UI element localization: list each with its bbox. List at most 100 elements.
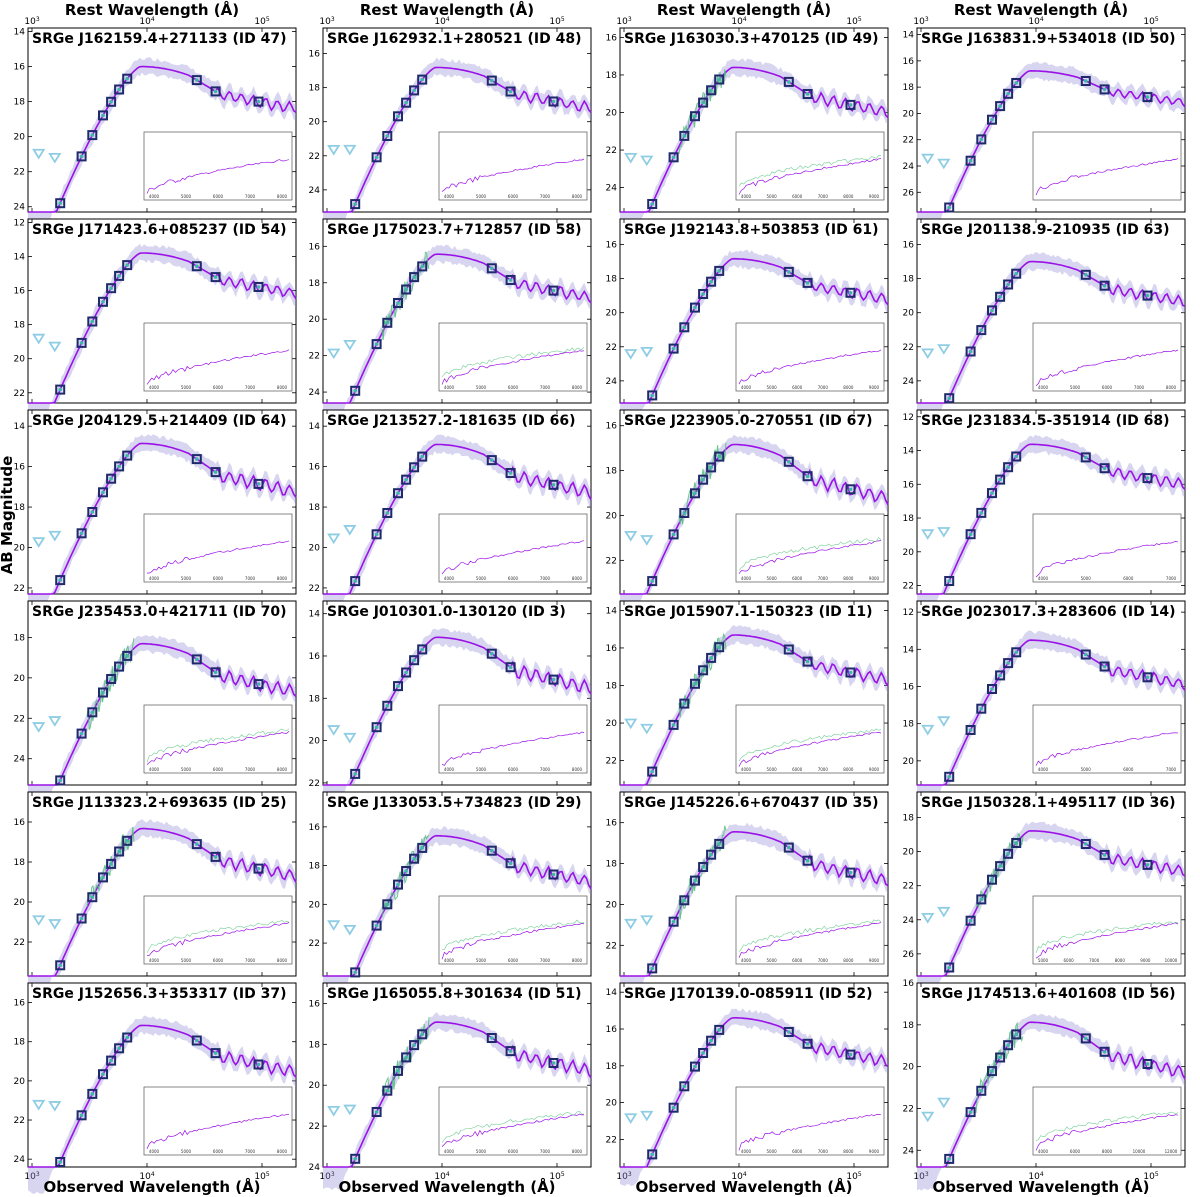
model-photometry bbox=[490, 651, 494, 656]
photometry-point bbox=[679, 322, 690, 333]
photometry-point bbox=[486, 75, 497, 86]
inset-x-tick-label: 8000 bbox=[572, 576, 583, 581]
model-photometry bbox=[1006, 92, 1010, 96]
photometry-point bbox=[55, 575, 66, 586]
inset-x-tick-label: 8000 bbox=[277, 1149, 288, 1154]
photometry-point bbox=[698, 289, 709, 299]
inset-x-tick-label: 7000 bbox=[245, 958, 256, 963]
inset-x-tick-label: 9000 bbox=[869, 576, 880, 581]
inset-x-tick-label: 4000 bbox=[1038, 576, 1049, 581]
x-tick-label: 105 bbox=[254, 16, 269, 28]
photometry-point bbox=[944, 771, 955, 782]
model-sed-line bbox=[917, 829, 1186, 977]
model-photometry bbox=[805, 659, 810, 664]
model-uncertainty-band bbox=[620, 434, 888, 613]
photometry-point bbox=[382, 508, 393, 518]
upper-limit-marker bbox=[48, 530, 62, 542]
model-photometry bbox=[101, 300, 105, 304]
upper-limit-marker bbox=[48, 1101, 62, 1112]
y-tick-label: 20 bbox=[903, 548, 915, 558]
inset-spectrum-line bbox=[441, 158, 585, 192]
inset-observed-spectrum bbox=[441, 919, 585, 951]
photometry-point bbox=[783, 456, 794, 467]
photometry-point bbox=[106, 283, 117, 294]
model-photometry bbox=[947, 205, 951, 210]
sed-panel: 16 18 20 22 24 103 104 105 SRGe J163030.3+470125… bbox=[606, 16, 889, 236]
inset-spectrum-frame bbox=[1032, 704, 1182, 774]
inset-spectrum-line bbox=[146, 540, 290, 574]
inset-x-tick-label: 6000 bbox=[213, 385, 224, 390]
model-photometry bbox=[1014, 650, 1018, 655]
model-photometry bbox=[79, 341, 84, 345]
upper-limit-marker bbox=[937, 906, 951, 918]
model-photometry bbox=[79, 916, 84, 921]
model-photometry bbox=[374, 1110, 379, 1114]
inset-x-tick-label: 5000 bbox=[181, 194, 192, 199]
upper-limit-marker bbox=[32, 915, 46, 926]
photometry-point bbox=[706, 849, 717, 860]
model-photometry bbox=[195, 457, 199, 461]
model-photometry bbox=[551, 288, 556, 293]
y-tick-label: 22 bbox=[903, 582, 914, 592]
inset-x-tick-label: 4000 bbox=[444, 958, 455, 963]
panel-title: SRGe J235453.0+421711 (ID 70) bbox=[32, 604, 286, 620]
photometry-point bbox=[714, 74, 725, 85]
model-photometry bbox=[671, 919, 676, 924]
photometry-point bbox=[401, 474, 412, 485]
photometry-point bbox=[371, 152, 382, 163]
model-sed-line bbox=[323, 1021, 592, 1168]
model-photometry bbox=[717, 269, 721, 273]
model-photometry bbox=[671, 723, 676, 727]
model-photometry bbox=[693, 491, 697, 496]
photometry-point bbox=[55, 960, 66, 971]
photometry-point bbox=[371, 339, 382, 350]
photometry-point bbox=[1099, 84, 1110, 95]
model-sed-line bbox=[620, 443, 889, 595]
x-tick-label: 104 bbox=[1028, 1171, 1043, 1183]
model-photometry bbox=[195, 657, 199, 662]
model-photometry bbox=[787, 1030, 791, 1034]
y-tick-label: 20 bbox=[309, 118, 321, 128]
photometry-point bbox=[647, 199, 658, 209]
photometry-point bbox=[382, 317, 393, 328]
upper-limit-marker bbox=[327, 920, 341, 931]
photometry-point bbox=[76, 728, 87, 739]
photometry-point bbox=[679, 130, 690, 141]
inset-spectrum-frame bbox=[143, 704, 293, 774]
photometry-point bbox=[1142, 473, 1153, 484]
photometry-point bbox=[393, 681, 403, 692]
inset-spectrum-line bbox=[738, 732, 882, 767]
model-photometry bbox=[420, 1032, 425, 1037]
y-tick-label: 14 bbox=[14, 422, 26, 432]
inset-x-tick-label: 8000 bbox=[277, 194, 288, 199]
photometry-point bbox=[1142, 672, 1153, 683]
model-photometry bbox=[90, 895, 95, 899]
model-photometry bbox=[256, 1062, 261, 1067]
inset-observed-spectrum bbox=[1035, 1111, 1179, 1142]
model-photometry bbox=[374, 155, 379, 160]
model-photometry bbox=[979, 706, 984, 711]
model-photometry bbox=[490, 848, 494, 853]
sed-panel: 14 16 18 20 22 103 104 105 SRGe J170139.0-085911… bbox=[606, 982, 889, 1187]
model-uncertainty-band bbox=[323, 244, 591, 423]
model-photometry bbox=[353, 1157, 358, 1161]
model-photometry bbox=[682, 1084, 687, 1089]
y-tick-label: 16 bbox=[903, 682, 915, 692]
photometry-point bbox=[845, 99, 856, 110]
inset-x-tick-label: 6000 bbox=[213, 767, 224, 772]
model-sed-line bbox=[917, 1021, 1186, 1168]
model-photometry bbox=[1102, 283, 1107, 288]
y-tick-label: 20 bbox=[14, 1077, 26, 1087]
photometry-point bbox=[668, 152, 679, 163]
inset-x-tick-label: 7000 bbox=[1166, 576, 1177, 581]
photometry-point bbox=[191, 654, 202, 665]
photometry-point bbox=[114, 461, 125, 472]
photometry-point bbox=[98, 872, 108, 883]
panel-title: SRGe J113323.2+693635 (ID 25) bbox=[32, 795, 286, 811]
model-photometry bbox=[353, 772, 358, 776]
inset-spectrum-frame bbox=[143, 1086, 293, 1156]
upper-limit-marker bbox=[921, 1111, 935, 1123]
model-photometry bbox=[58, 778, 62, 783]
inset-x-tick-label: 5000 bbox=[767, 958, 778, 963]
model-photometry bbox=[998, 295, 1002, 299]
